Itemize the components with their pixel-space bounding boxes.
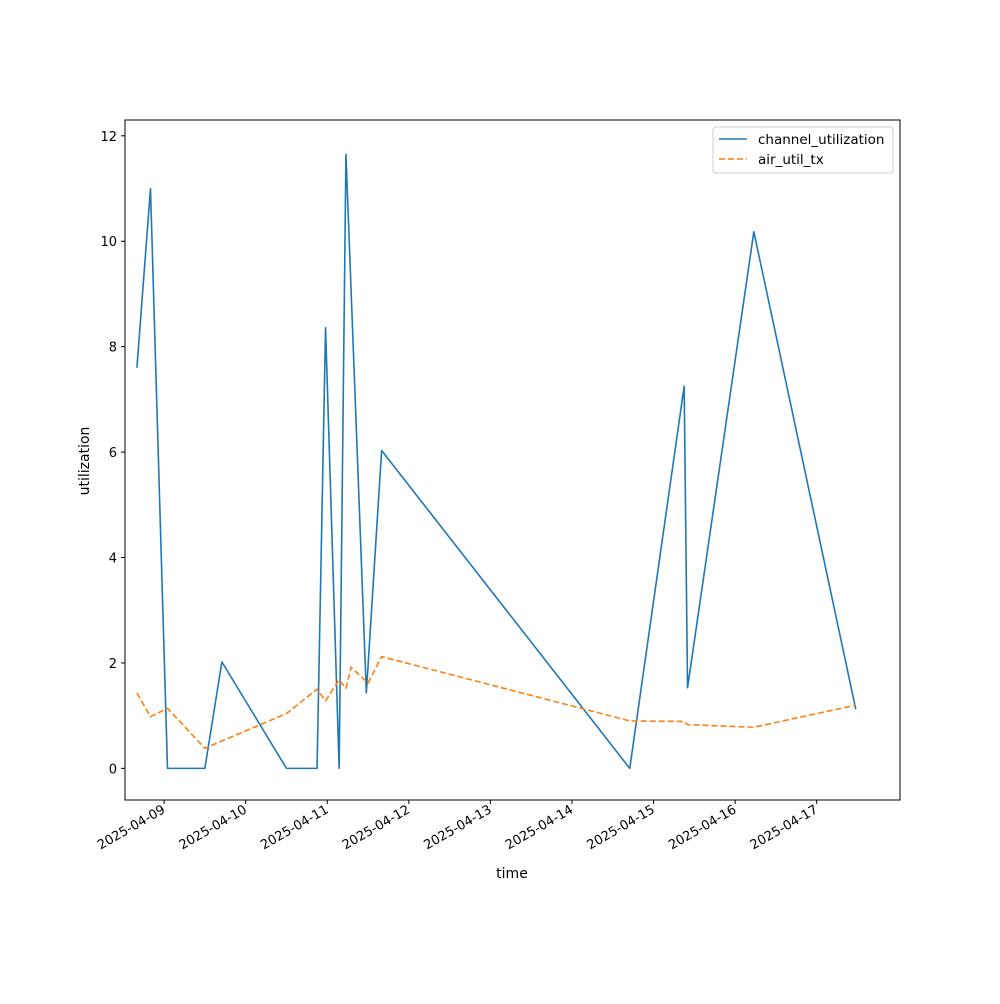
- x-tick-label: 2025-04-10: [177, 802, 250, 853]
- y-tick-label: 0: [109, 762, 117, 777]
- y-axis: 0 2 4 6 8 10 12: [100, 130, 125, 777]
- series-line-channel-utilization: [136, 153, 857, 770]
- x-tick-label: 2025-04-09: [95, 802, 168, 853]
- legend-box: [712, 126, 894, 174]
- legend: channel_utilization air_util_tx: [712, 126, 894, 174]
- y-tick-label: 4: [109, 552, 117, 567]
- x-tick-label: 2025-04-14: [503, 802, 576, 853]
- y-axis-label: utilization: [77, 427, 93, 496]
- x-tick-label: 2025-04-17: [748, 802, 821, 853]
- x-axis-label: time: [496, 866, 528, 882]
- x-tick-label: 2025-04-16: [666, 802, 739, 853]
- legend-label: air_util_tx: [758, 152, 824, 168]
- y-tick-label: 6: [109, 446, 117, 461]
- x-tick-label: 2025-04-11: [258, 802, 331, 853]
- y-tick-label: 12: [100, 130, 117, 145]
- plot-frame: [124, 119, 901, 801]
- x-axis: 2025-04-09 2025-04-10 2025-04-11 2025-04-12…: [95, 800, 821, 853]
- series-line-air-util-tx: [136, 655, 856, 750]
- plot-area: [136, 153, 857, 770]
- y-tick-label: 10: [100, 235, 117, 250]
- x-tick-label: 2025-04-15: [585, 802, 658, 853]
- x-tick-label: 2025-04-12: [340, 802, 413, 853]
- y-tick-label: 2: [109, 657, 117, 672]
- x-tick-label: 2025-04-13: [421, 802, 494, 853]
- y-tick-label: 8: [109, 341, 117, 356]
- legend-label: channel_utilization: [758, 132, 885, 148]
